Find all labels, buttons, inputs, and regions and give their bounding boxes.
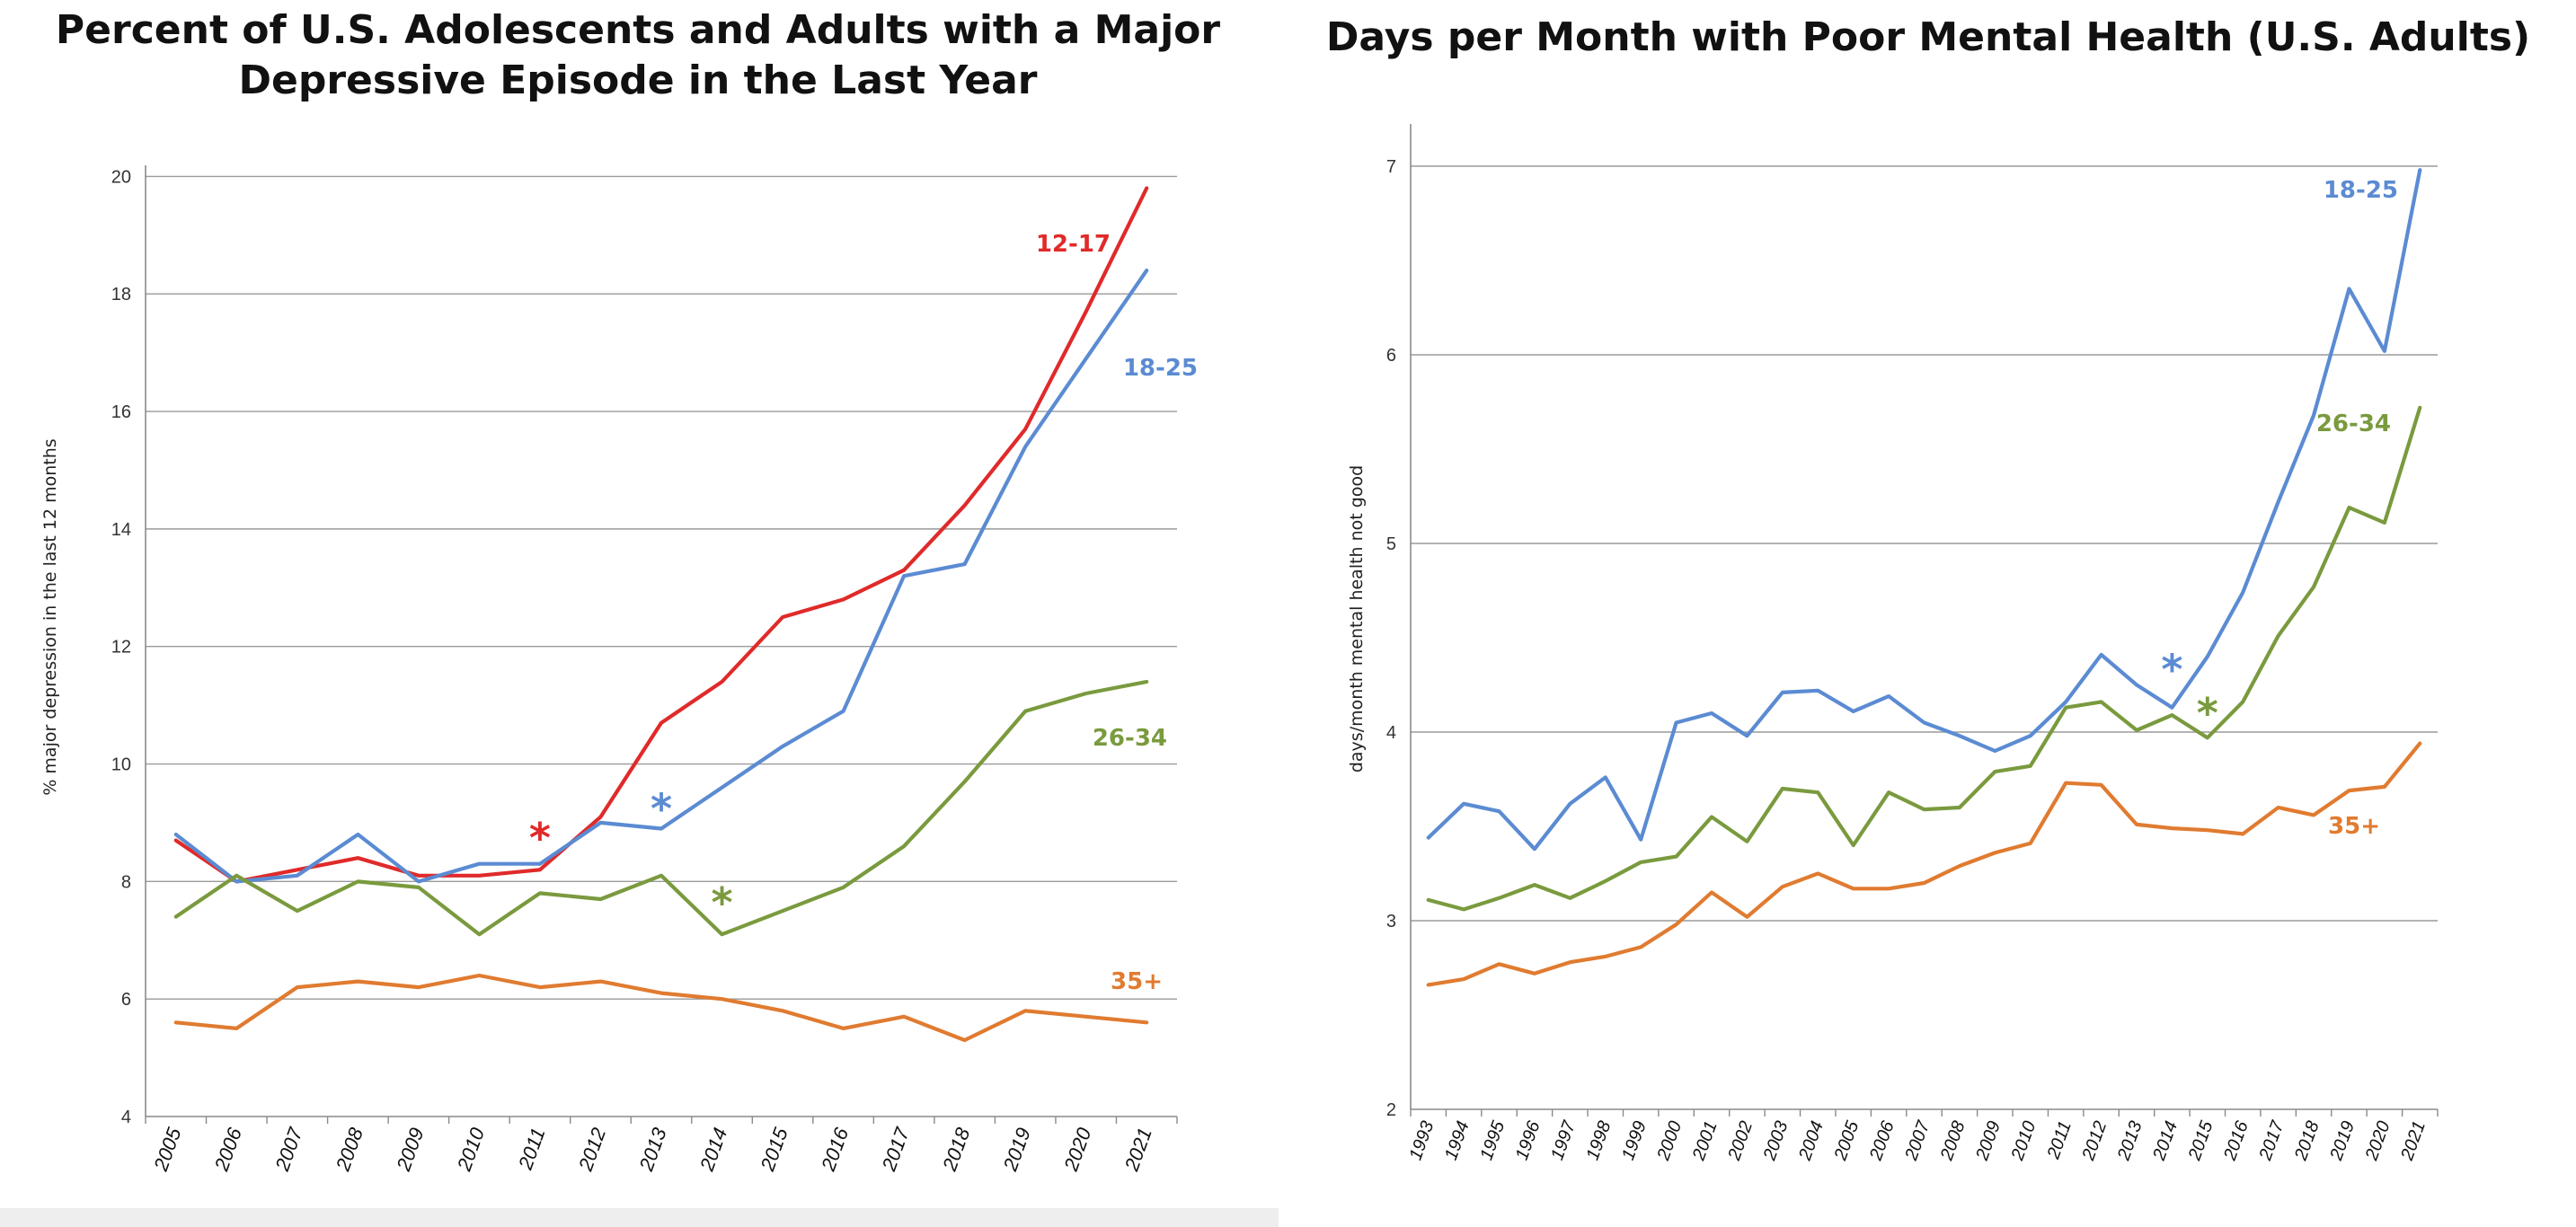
- y-tick-label: 16: [111, 402, 131, 422]
- y-tick-label: 4: [121, 1108, 131, 1127]
- x-tick-label: 2016: [2220, 1117, 2253, 1163]
- y-tick-label: 14: [111, 520, 131, 540]
- y-axis-title: % major depression in the last 12 months: [40, 438, 60, 795]
- y-tick-label: 20: [111, 167, 131, 187]
- series-line-35+: [1426, 741, 2422, 987]
- x-tick-label: 2017: [877, 1124, 914, 1174]
- x-tick-label: 2013: [634, 1124, 671, 1174]
- x-tick-label: 2015: [2184, 1117, 2217, 1163]
- x-tick-label: 2020: [1059, 1124, 1096, 1174]
- x-tick-label: 2010: [2007, 1118, 2040, 1163]
- x-tick-label: 2011: [514, 1125, 550, 1173]
- x-tick-label: 2004: [1795, 1118, 1828, 1163]
- x-tick-label: 2005: [149, 1124, 186, 1174]
- y-tick-label: 7: [1386, 157, 1396, 177]
- x-tick-label: 2006: [1866, 1117, 1899, 1163]
- y-tick-label: 8: [121, 872, 131, 892]
- chart-panel-right: Days per Month with Poor Mental Health (…: [1279, 0, 2576, 1227]
- series-label-26-34: 26-34: [2316, 410, 2391, 437]
- significance-marker: *: [2197, 689, 2218, 737]
- chart-plot-depression: 4 6 8 10 12 14 16 18 20 2005 2006 2007 2008 2009 2010 2…: [40, 165, 1198, 1175]
- x-tick-label: 1994: [1441, 1118, 1474, 1162]
- x-tick-label: 2014: [2149, 1118, 2182, 1163]
- x-tick-label: 2013: [2113, 1118, 2146, 1163]
- y-tick-label: 10: [111, 755, 131, 775]
- y-tick-label: 2: [1386, 1100, 1396, 1120]
- chart-title: Days per Month with Poor Mental Health (…: [1325, 14, 2531, 60]
- x-tick-label: 2016: [817, 1124, 854, 1174]
- significance-marker: *: [2161, 646, 2182, 694]
- y-tick-label: 6: [1386, 346, 1396, 366]
- x-tick-label: 2008: [1936, 1118, 1969, 1163]
- chart-title: Percent of U.S. Adolescents and Adults w…: [55, 7, 1221, 104]
- significance-marker: *: [529, 814, 551, 862]
- y-tick-label: 18: [111, 285, 131, 305]
- series-label-18-25: 18-25: [2324, 177, 2398, 204]
- x-tick-label: 2011: [2043, 1118, 2076, 1162]
- x-tick-label: 2015: [756, 1124, 792, 1174]
- y-tick-label: 3: [1386, 912, 1396, 931]
- significance-marker: *: [711, 878, 732, 927]
- significance-marker: *: [651, 784, 672, 833]
- x-tick-label: 1995: [1476, 1117, 1509, 1162]
- x-tick-label: 2014: [695, 1125, 732, 1174]
- x-tick-label: 2007: [270, 1124, 307, 1174]
- x-tick-label: 1993: [1406, 1118, 1438, 1162]
- x-tick-label: 2009: [1972, 1118, 2005, 1163]
- x-tick-label: 2020: [2361, 1118, 2394, 1163]
- x-tick-label: 1996: [1512, 1117, 1545, 1162]
- x-tick-label: 2021: [2397, 1118, 2430, 1163]
- series-label-35+: 35+: [2328, 813, 2380, 840]
- x-tick-label: 2019: [2326, 1118, 2359, 1163]
- series-label-18-25: 18-25: [1123, 355, 1198, 382]
- x-tick-label: 1998: [1583, 1118, 1616, 1162]
- y-axis-title: days/month mental health not good: [1347, 465, 1367, 772]
- x-tick-label: 2007: [1901, 1117, 1934, 1163]
- x-tick-label: 2012: [2078, 1118, 2111, 1163]
- x-tick-label: 2001: [1688, 1118, 1721, 1163]
- series-line-35+: [173, 973, 1149, 1043]
- x-tick-label: 2017: [2255, 1117, 2288, 1163]
- chart-panel-left: Percent of U.S. Adolescents and Adults w…: [0, 0, 1279, 1227]
- y-tick-label: 12: [111, 638, 131, 658]
- x-tick-label: 1997: [1547, 1117, 1580, 1162]
- x-tick-label: 2018: [2291, 1118, 2324, 1163]
- x-tick-label: 2002: [1724, 1118, 1757, 1163]
- x-tick-label: 2021: [1120, 1125, 1156, 1174]
- bottom-edge-strip: [0, 1208, 1279, 1227]
- series-label-12-17: 12-17: [1036, 231, 1111, 258]
- series-label-26-34: 26-34: [1093, 725, 1167, 752]
- x-tick-label: 2006: [209, 1124, 246, 1174]
- y-tick-label: 5: [1386, 534, 1396, 554]
- x-tick-label: 2008: [331, 1124, 367, 1174]
- x-tick-label: 2009: [392, 1125, 429, 1174]
- series-line-18-25: [1426, 168, 2422, 852]
- x-tick-label: 1999: [1618, 1118, 1651, 1162]
- x-tick-label: 2005: [1830, 1117, 1863, 1163]
- x-tick-label: 2000: [1653, 1118, 1686, 1163]
- x-tick-label: 2003: [1759, 1118, 1792, 1163]
- x-tick-label: 2010: [453, 1124, 490, 1174]
- y-tick-label: 4: [1386, 723, 1396, 743]
- x-tick-label: 2018: [938, 1124, 975, 1174]
- x-tick-label: 2012: [574, 1125, 611, 1174]
- series-line-12-17: [173, 186, 1149, 884]
- series-line-26-34: [1426, 405, 2422, 912]
- series-line-26-34: [173, 679, 1149, 937]
- y-tick-label: 6: [121, 990, 131, 1010]
- series-label-35+: 35+: [1111, 968, 1163, 995]
- x-tick-label: 2019: [998, 1125, 1035, 1174]
- series-line-18-25: [173, 269, 1149, 884]
